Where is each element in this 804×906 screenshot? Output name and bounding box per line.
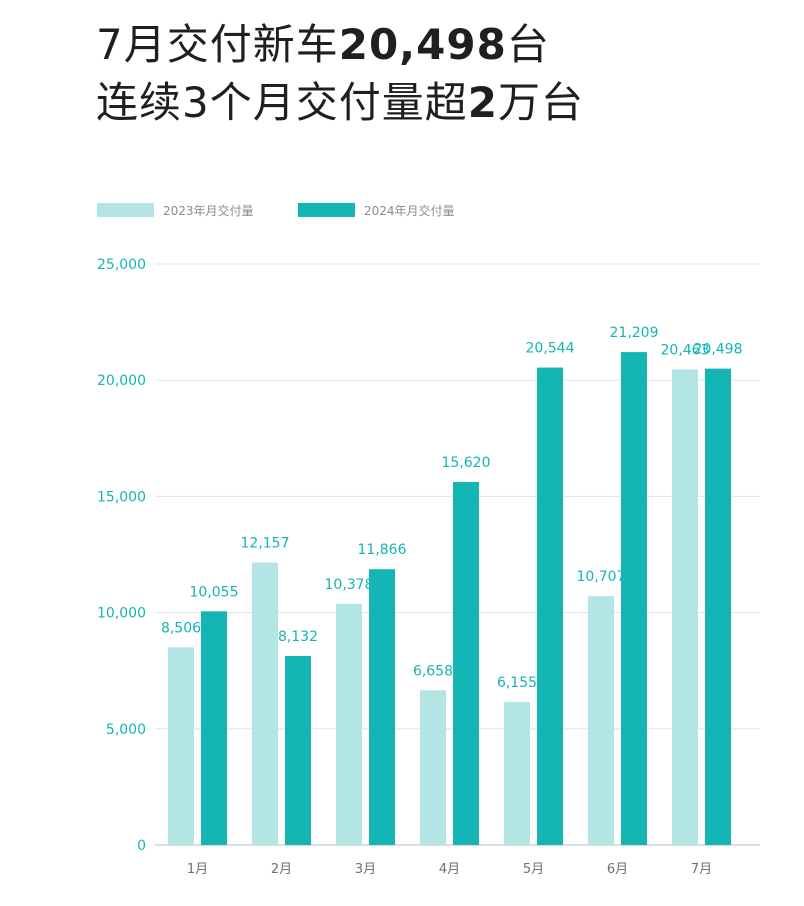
data-label: 10,707 (577, 569, 626, 585)
x-tick-label: 3月 (355, 862, 376, 877)
y-tick-label: 15,000 (97, 489, 146, 505)
headline-line-2-prefix: 连续3个月交付量超 (96, 78, 468, 127)
headline-line-2: 连续3个月交付量超2万台 (96, 74, 584, 132)
data-label: 21,209 (610, 325, 659, 341)
bar (336, 603, 362, 845)
bar (453, 481, 479, 845)
legend-swatch (298, 203, 355, 217)
y-tick-label: 20,000 (97, 373, 146, 389)
data-label: 20,544 (526, 341, 575, 357)
x-tick-label: 4月 (439, 862, 460, 877)
x-tick-label: 5月 (523, 862, 544, 877)
bar (369, 569, 395, 845)
data-label: 20,498 (694, 342, 743, 358)
data-label: 12,157 (241, 535, 290, 551)
headline-line-2-suffix: 万台 (497, 78, 584, 127)
data-label: 8,506 (161, 620, 201, 636)
headline: 7月交付新车20,498台 连续3个月交付量超2万台 (96, 16, 584, 132)
bar (672, 369, 698, 845)
bar (588, 596, 614, 845)
data-label: 8,132 (278, 629, 318, 645)
data-label: 6,658 (413, 663, 453, 679)
bar (537, 367, 563, 845)
legend-swatch (97, 203, 154, 217)
y-tick-label: 5,000 (106, 722, 146, 738)
bar (621, 352, 647, 845)
headline-line-1-highlight: 20,498 (338, 20, 507, 69)
x-tick-label: 7月 (691, 862, 712, 877)
x-tick-label: 1月 (187, 862, 208, 877)
x-tick-label: 2月 (271, 862, 292, 877)
data-label: 6,155 (497, 675, 537, 691)
bar (168, 647, 194, 845)
data-label: 10,378 (325, 577, 374, 593)
bar (252, 562, 278, 845)
data-label: 20,463 (661, 342, 710, 358)
headline-line-1-suffix: 台 (506, 20, 550, 69)
headline-line-1: 7月交付新车20,498台 (96, 16, 584, 74)
bar (285, 656, 311, 845)
x-tick-label: 6月 (607, 862, 628, 877)
y-tick-label: 10,000 (97, 606, 146, 622)
data-label: 10,055 (190, 584, 239, 600)
bar (201, 611, 227, 845)
y-tick-label: 25,000 (97, 257, 146, 273)
data-label: 15,620 (442, 455, 491, 471)
legend-label: 2024年月交付量 (364, 203, 455, 218)
bar (705, 368, 731, 845)
data-label: 11,866 (358, 542, 407, 558)
legend-label: 2023年月交付量 (163, 203, 254, 218)
headline-line-2-highlight: 2 (467, 78, 498, 127)
y-tick-label: 0 (137, 838, 146, 854)
bar (420, 690, 446, 845)
headline-line-1-prefix: 7月交付新车 (96, 20, 339, 69)
bar (504, 701, 530, 845)
